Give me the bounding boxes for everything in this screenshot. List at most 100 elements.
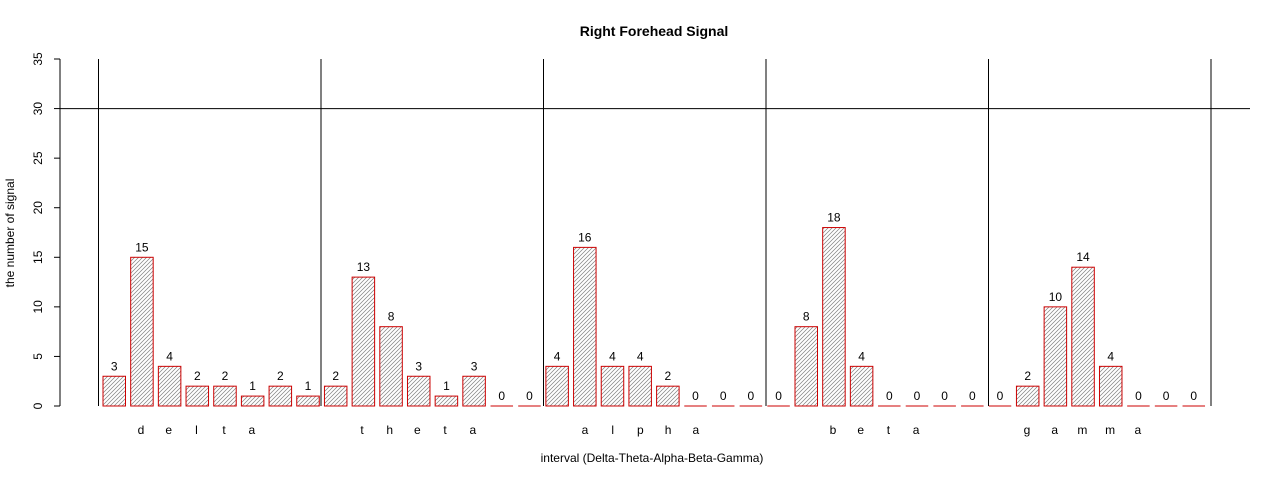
data-label: 18 bbox=[827, 211, 841, 225]
data-label: 2 bbox=[665, 369, 672, 383]
group-label-letter: p bbox=[637, 423, 644, 437]
group-label-letter: a bbox=[913, 423, 920, 437]
data-label: 2 bbox=[222, 369, 229, 383]
bar bbox=[323, 385, 348, 407]
y-tick-label: 20 bbox=[31, 201, 45, 215]
group-label-letter: l bbox=[195, 423, 198, 437]
bar bbox=[628, 365, 652, 407]
bar bbox=[296, 395, 320, 407]
data-label: 2 bbox=[277, 369, 284, 383]
data-label: 4 bbox=[1107, 349, 1114, 363]
data-label: 0 bbox=[1135, 389, 1142, 403]
group-label-letter: t bbox=[443, 423, 447, 437]
data-label: 0 bbox=[1190, 389, 1197, 403]
group-label-letter: a bbox=[692, 423, 699, 437]
data-label: 3 bbox=[415, 359, 422, 373]
data-label: 0 bbox=[1163, 389, 1170, 403]
group-label-letter: a bbox=[1051, 423, 1058, 437]
data-label: 3 bbox=[471, 359, 478, 373]
group-label-letter: b bbox=[830, 423, 837, 437]
data-label: 4 bbox=[554, 349, 561, 363]
group-label-letter: d bbox=[138, 423, 145, 437]
bar bbox=[379, 326, 403, 407]
bar bbox=[185, 385, 210, 407]
data-label: 10 bbox=[1049, 290, 1063, 304]
bar bbox=[1071, 266, 1095, 407]
group-label-letter: a bbox=[248, 423, 255, 437]
y-tick-label: 30 bbox=[31, 102, 45, 116]
data-label: 1 bbox=[249, 379, 256, 393]
data-label: 2 bbox=[194, 369, 201, 383]
group-label-letter: l bbox=[611, 423, 614, 437]
data-label: 4 bbox=[609, 349, 616, 363]
group-label-letter: e bbox=[165, 423, 172, 437]
group-label-letter: a bbox=[582, 423, 589, 437]
y-tick-label: 15 bbox=[31, 250, 45, 264]
bar bbox=[573, 246, 597, 407]
bar bbox=[1043, 306, 1068, 407]
data-label: 0 bbox=[775, 389, 782, 403]
chart-title: Right Forehead Signal bbox=[580, 23, 729, 39]
data-label: 8 bbox=[803, 310, 810, 324]
group-label-letter: e bbox=[414, 423, 421, 437]
bar bbox=[794, 326, 818, 407]
data-label: 3 bbox=[111, 359, 118, 373]
data-label: 13 bbox=[357, 260, 371, 274]
data-label: 4 bbox=[858, 349, 865, 363]
group-label-letter: g bbox=[1024, 423, 1031, 437]
data-label: 14 bbox=[1076, 250, 1090, 264]
data-label: 1 bbox=[305, 379, 312, 393]
data-label: 15 bbox=[135, 240, 149, 254]
y-tick-label: 35 bbox=[31, 52, 45, 66]
data-label: 8 bbox=[388, 310, 395, 324]
data-label: 4 bbox=[166, 349, 173, 363]
data-label: 4 bbox=[637, 349, 644, 363]
bar bbox=[268, 385, 293, 407]
group-label-letter: t bbox=[887, 423, 891, 437]
data-label: 2 bbox=[1024, 369, 1031, 383]
bar bbox=[130, 256, 154, 407]
bar bbox=[240, 395, 265, 407]
data-label: 0 bbox=[526, 389, 533, 403]
y-tick-label: 0 bbox=[31, 402, 45, 409]
group-label-letter: e bbox=[857, 423, 864, 437]
data-label: 0 bbox=[498, 389, 505, 403]
data-label: 0 bbox=[886, 389, 893, 403]
bar bbox=[406, 375, 431, 407]
x-axis-label: interval (Delta-Theta-Alpha-Beta-Gamma) bbox=[541, 451, 764, 465]
bar bbox=[213, 385, 237, 407]
data-label: 2 bbox=[332, 369, 339, 383]
y-tick-label: 10 bbox=[31, 300, 45, 314]
group-label-letter: a bbox=[469, 423, 476, 437]
bar bbox=[102, 375, 126, 407]
data-label: 0 bbox=[914, 389, 921, 403]
group-label-letter: m bbox=[1077, 423, 1087, 437]
bar bbox=[462, 375, 486, 407]
data-label: 0 bbox=[692, 389, 699, 403]
data-label: 0 bbox=[720, 389, 727, 403]
bar bbox=[822, 227, 846, 407]
bar bbox=[1015, 385, 1040, 407]
group-label-letter: h bbox=[665, 423, 672, 437]
data-label: 16 bbox=[578, 230, 592, 244]
data-label: 0 bbox=[969, 389, 976, 403]
bar bbox=[434, 395, 459, 407]
y-tick-label: 25 bbox=[31, 151, 45, 165]
bar bbox=[849, 365, 874, 407]
data-label: 0 bbox=[941, 389, 948, 403]
group-label-letter: h bbox=[386, 423, 393, 437]
bar bbox=[545, 365, 569, 407]
data-label: 0 bbox=[748, 389, 755, 403]
bar bbox=[351, 276, 376, 407]
group-label-letter: t bbox=[360, 423, 364, 437]
y-tick-label: 5 bbox=[31, 353, 45, 360]
bar bbox=[157, 365, 182, 407]
bar bbox=[600, 365, 625, 407]
group-label-letter: m bbox=[1105, 423, 1115, 437]
group-label-letter: a bbox=[1134, 423, 1141, 437]
bar bbox=[656, 385, 680, 407]
data-label: 0 bbox=[997, 389, 1004, 403]
bar bbox=[1098, 365, 1123, 407]
